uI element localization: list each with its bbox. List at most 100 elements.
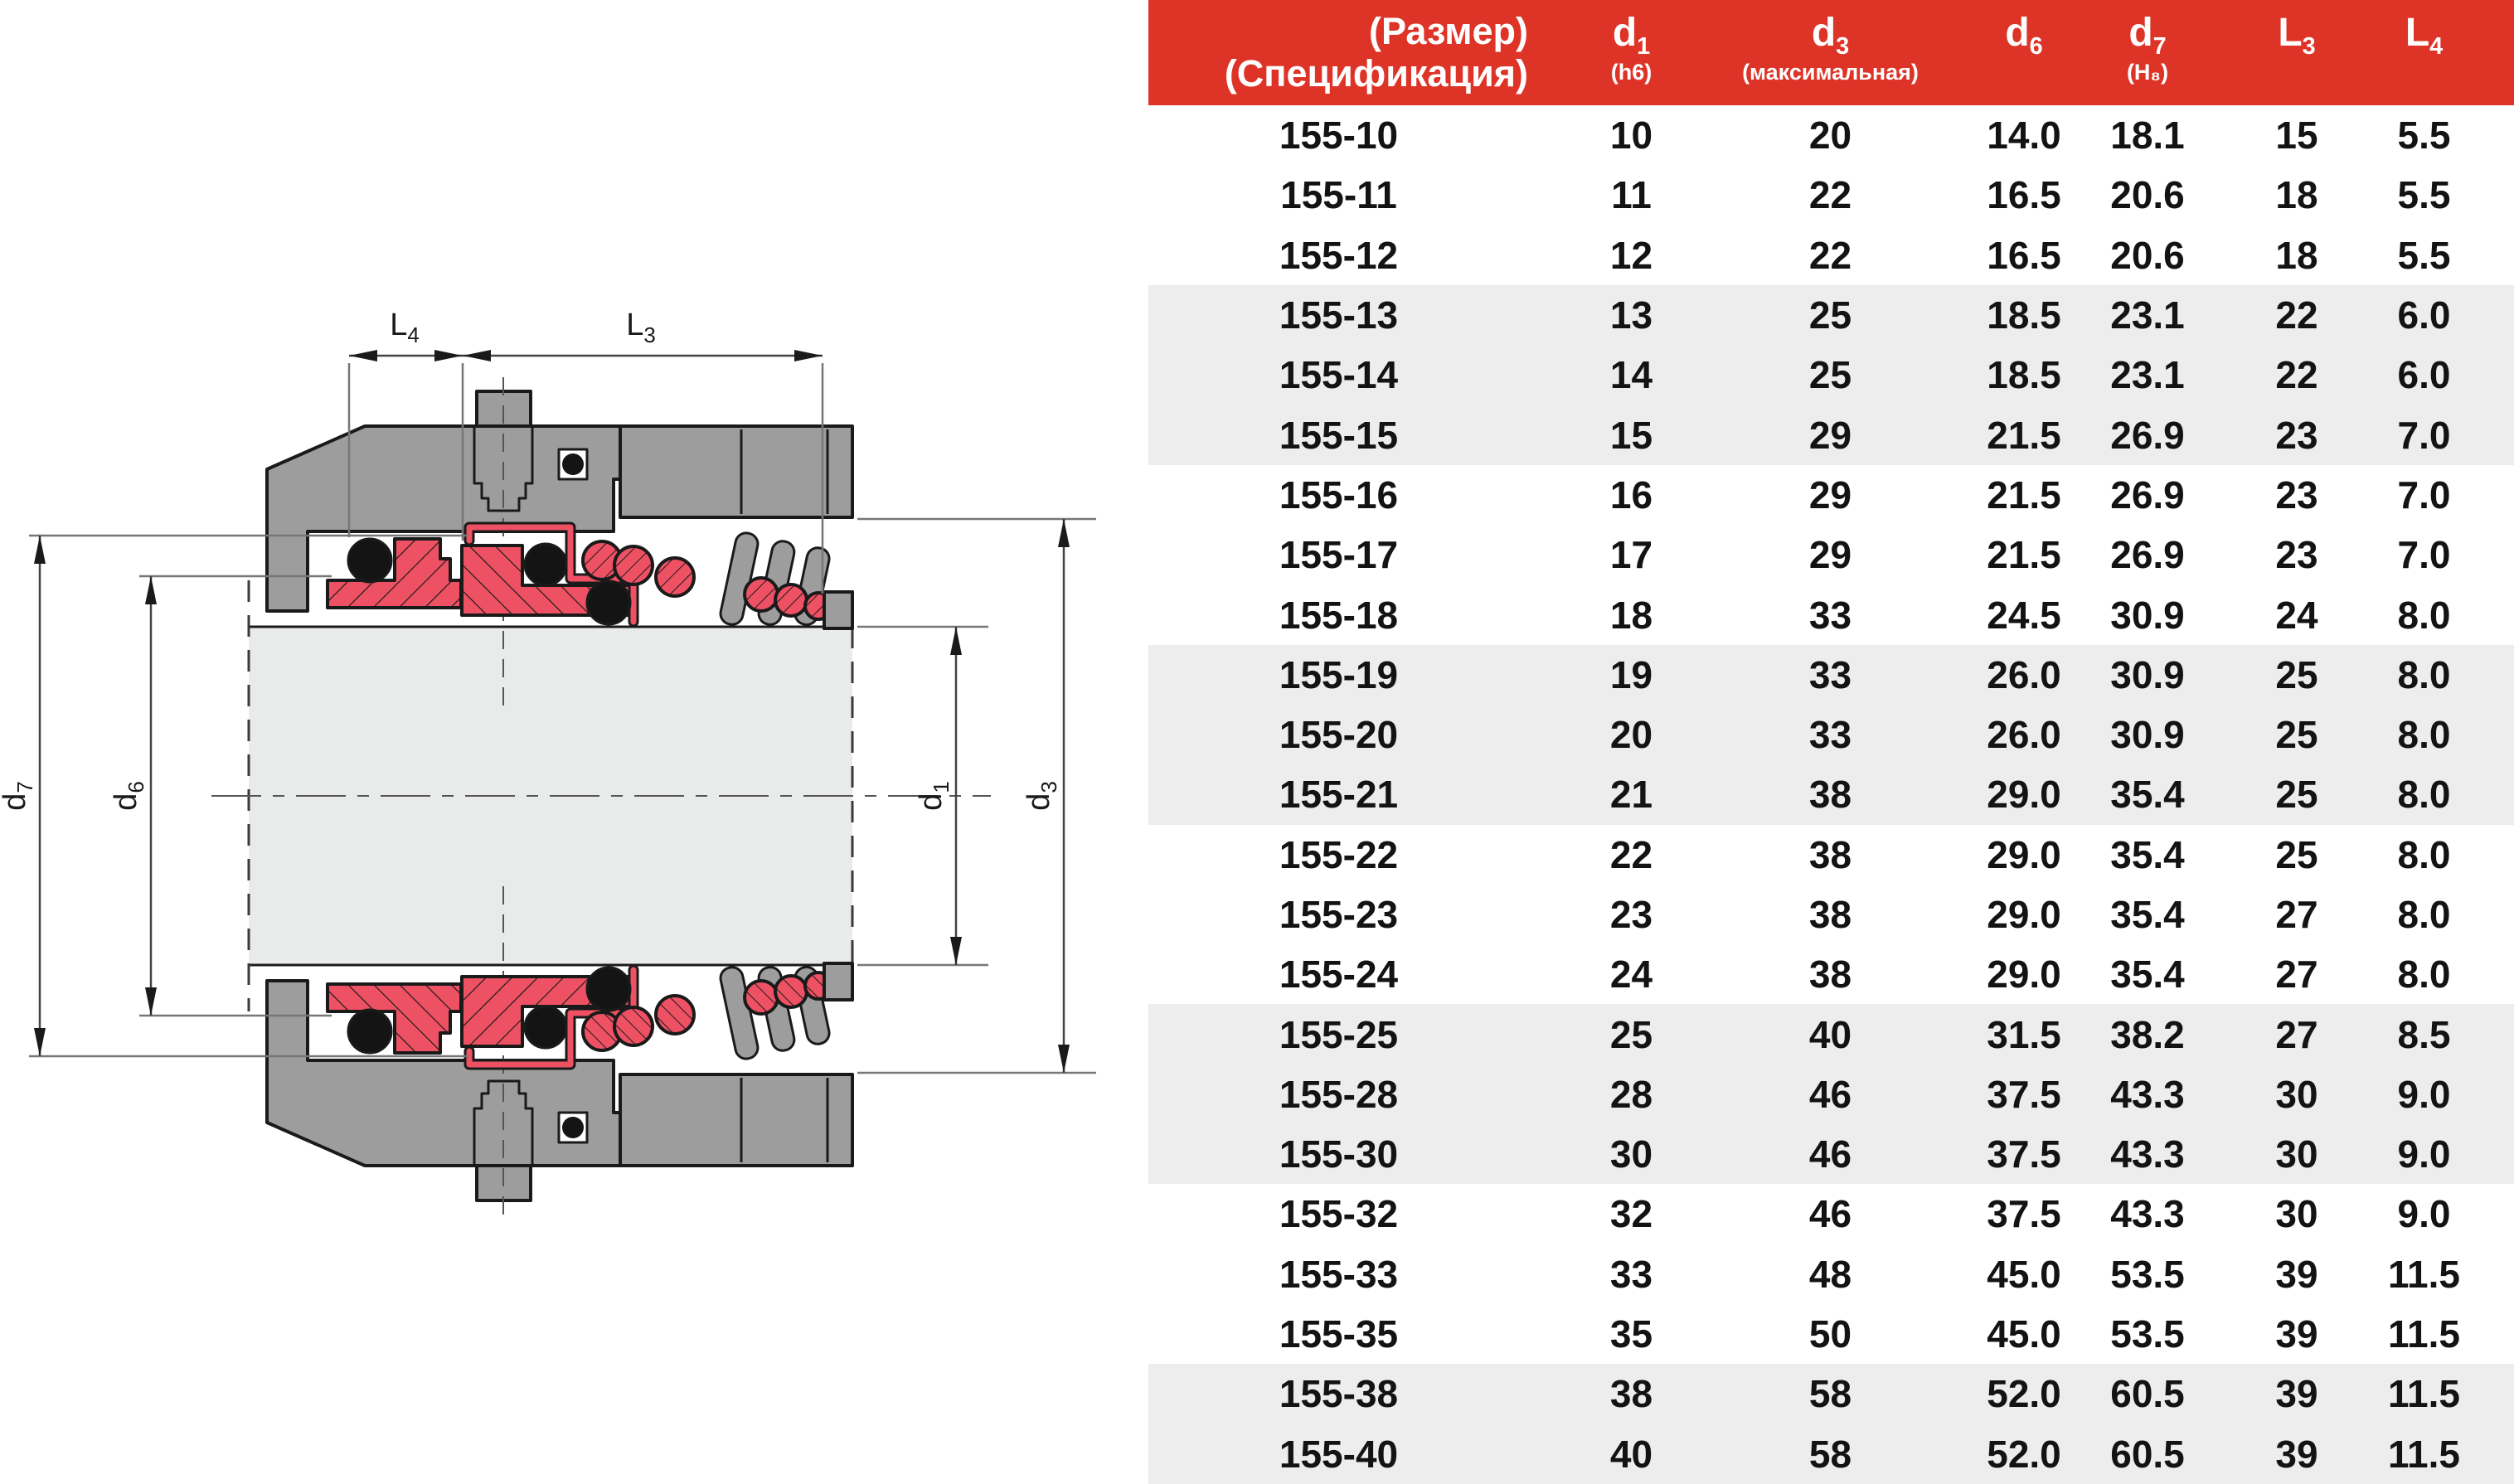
- table-cell-d1: 40: [1609, 1432, 1653, 1476]
- table-cell-L4: 9.0: [2397, 1192, 2451, 1236]
- table-cell-d1: 24: [1609, 953, 1653, 997]
- table-cell-d7: 20.6: [2110, 173, 2185, 217]
- table-row: 155-21 21 38 29.0 35.4 25 8.0: [1148, 764, 2514, 825]
- table-cell-d7: 60.5: [2110, 1432, 2185, 1476]
- table-cell-size: 155-12: [1279, 233, 1399, 277]
- table-cell-L4: 11.5: [2388, 1312, 2460, 1356]
- table-cell-L3: 30: [2275, 1192, 2318, 1236]
- table-cell-L3: 39: [2275, 1312, 2318, 1356]
- table-row: 155-15 15 29 21.5 26.9 23 7.0: [1148, 405, 2514, 465]
- table-cell-L3: 25: [2275, 832, 2318, 876]
- table-row: 155-19 19 33 26.0 30.9 25 8.0: [1148, 644, 2514, 705]
- table-cell-size: 155-28: [1279, 1072, 1399, 1116]
- table-cell-d3: 46: [1808, 1072, 1852, 1116]
- table-cell-d1: 25: [1609, 1012, 1653, 1056]
- table-cell-d6: 52.0: [1987, 1372, 2061, 1416]
- table-cell-L4: 11.5: [2388, 1372, 2460, 1416]
- table-cell-L4: 11.5: [2388, 1252, 2460, 1296]
- table-cell-d3: 38: [1808, 893, 1852, 936]
- spring-wire-section: [774, 583, 808, 618]
- table-cell-L3: 30: [2275, 1132, 2318, 1176]
- table-cell-d1: 38: [1609, 1372, 1653, 1416]
- table-cell-L3: 25: [2275, 652, 2318, 696]
- housing-right-block: [619, 424, 854, 519]
- table-cell-d1: 23: [1609, 893, 1653, 936]
- table-cell-L3: 23: [2275, 413, 2318, 457]
- table-cell-L4: 7.0: [2397, 413, 2451, 457]
- table-cell-L3: 18: [2275, 173, 2318, 217]
- table-cell-L4: 8.0: [2397, 773, 2451, 817]
- table-cell-L3: 39: [2275, 1432, 2318, 1476]
- table-row: 155-10 10 20 14.0 18.1 15 5.5: [1148, 105, 2514, 165]
- table-cell-d6: 45.0: [1987, 1252, 2061, 1296]
- table-cell-d7: 35.4: [2110, 832, 2185, 876]
- table-cell-d6: 45.0: [1987, 1312, 2061, 1356]
- table-cell-L4: 7.0: [2397, 533, 2451, 577]
- table-cell-d1: 14: [1609, 353, 1653, 397]
- table-cell-d3: 46: [1808, 1192, 1852, 1236]
- table-cell-size: 155-16: [1279, 473, 1399, 516]
- table-cell-d7: 20.6: [2110, 233, 2185, 277]
- seal-diagram-svg: L4 L3 d7 d6 d1 d3: [0, 308, 1096, 1484]
- table-cell-size: 155-10: [1279, 114, 1399, 158]
- table-cell-L4: 5.5: [2397, 114, 2451, 158]
- table-row: 155-22 22 38 29.0 35.4 25 8.0: [1148, 825, 2514, 885]
- header-size-line2: (Спецификация): [1224, 51, 1528, 95]
- table-cell-L4: 5.5: [2397, 173, 2451, 217]
- table-cell-d7: 23.1: [2110, 353, 2185, 397]
- table-cell-L3: 18: [2275, 233, 2318, 277]
- table-cell-d6: 37.5: [1987, 1072, 2061, 1116]
- table-cell-L3: 23: [2275, 533, 2318, 577]
- table-cell-L4: 7.0: [2397, 473, 2451, 516]
- label-d3: d3: [1022, 781, 1061, 811]
- table-cell-d3: 38: [1808, 953, 1852, 997]
- table-cell-d3: 29: [1808, 413, 1852, 457]
- table-cell-L3: 22: [2275, 353, 2318, 397]
- table-cell-d6: 21.5: [1987, 473, 2061, 516]
- table-cell-d6: 18.5: [1987, 293, 2061, 337]
- table-row: 155-33 33 48 45.0 53.5 39 11.5: [1148, 1244, 2514, 1304]
- table-cell-d6: 21.5: [1987, 413, 2061, 457]
- table-cell-d1: 19: [1609, 652, 1653, 696]
- table-cell-L3: 22: [2275, 293, 2318, 337]
- table-cell-d1: 16: [1609, 473, 1653, 516]
- table-cell-d3: 46: [1808, 1132, 1852, 1176]
- table-cell-d6: 18.5: [1987, 353, 2061, 397]
- table-cell-L4: 9.0: [2397, 1132, 2451, 1176]
- table-cell-d7: 26.9: [2110, 413, 2185, 457]
- header-size: (Размер) (Спецификация): [1148, 0, 1567, 105]
- table-cell-d7: 43.3: [2110, 1072, 2185, 1116]
- table-cell-L4: 8.0: [2397, 832, 2451, 876]
- seal-seat: [326, 537, 463, 609]
- table-cell-size: 155-14: [1279, 353, 1399, 397]
- table-cell-d3: 38: [1808, 773, 1852, 817]
- table-cell-L3: 15: [2275, 114, 2318, 158]
- spring-wire-section: [613, 545, 654, 586]
- table-cell-d3: 29: [1808, 473, 1852, 516]
- table-cell-d6: 29.0: [1987, 832, 2061, 876]
- table-cell-d7: 30.9: [2110, 593, 2185, 637]
- table-cell-size: 155-24: [1279, 953, 1399, 997]
- table-cell-L4: 5.5: [2397, 233, 2451, 277]
- table-row: 155-18 18 33 24.5 30.9 24 8.0: [1148, 584, 2514, 644]
- oring-shaft: [585, 580, 632, 626]
- table-cell-size: 155-25: [1279, 1012, 1399, 1056]
- table-cell-d6: 24.5: [1987, 593, 2061, 637]
- table-cell-d7: 26.9: [2110, 533, 2185, 577]
- header-d7-note: (H₈): [2126, 60, 2169, 85]
- table-row: 155-35 35 50 45.0 53.5 39 11.5: [1148, 1304, 2514, 1364]
- table-cell-L3: 27: [2275, 893, 2318, 936]
- table-cell-d1: 21: [1609, 773, 1653, 817]
- label-L3: L3: [626, 308, 656, 347]
- table-row: 155-13 13 25 18.5 23.1 22 6.0: [1148, 284, 2514, 346]
- label-d6: d6: [109, 781, 148, 811]
- table-cell-d3: 33: [1808, 593, 1852, 637]
- table-cell-d1: 20: [1609, 713, 1653, 757]
- table-cell-size: 155-19: [1279, 652, 1399, 696]
- table-row: 155-14 14 25 18.5 23.1 22 6.0: [1148, 345, 2514, 405]
- table-cell-size: 155-38: [1279, 1372, 1399, 1416]
